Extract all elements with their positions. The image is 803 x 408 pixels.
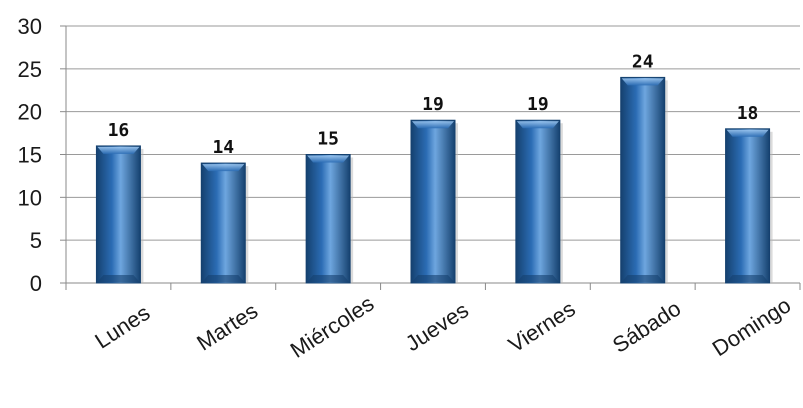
- data-label: 19: [527, 94, 549, 115]
- data-label: 15: [317, 129, 339, 150]
- bar-base: [726, 275, 769, 282]
- bar: [95, 145, 141, 284]
- bar: [305, 154, 351, 284]
- data-label: 14: [212, 137, 234, 158]
- y-tick-label: 10: [18, 185, 42, 210]
- bar-cap: [97, 146, 140, 154]
- y-tick-label: 25: [18, 57, 42, 82]
- bar-base: [516, 275, 559, 282]
- data-label: 18: [737, 103, 759, 124]
- x-tick-label: Domingo: [708, 292, 795, 361]
- bar-cap: [412, 121, 454, 129]
- bar: [200, 162, 246, 284]
- bars: [95, 76, 773, 284]
- x-axis: Lunes Martes Miércoles Jueves Viernes Sábado D…: [65, 282, 801, 363]
- bar-cap: [516, 121, 559, 129]
- bar-base: [97, 275, 140, 282]
- x-tick-label: Sábado: [608, 296, 685, 358]
- bar-base: [307, 275, 350, 282]
- bar-base: [412, 275, 454, 282]
- y-tick-label: 15: [18, 143, 42, 168]
- data-labels: 16 14 15 19 19 24 18: [108, 51, 759, 158]
- bar-base: [202, 275, 245, 282]
- x-tick-label: Jueves: [401, 297, 473, 356]
- y-tick-label: 30: [18, 14, 42, 39]
- y-tick-label: 0: [30, 271, 42, 296]
- data-label: 24: [632, 51, 654, 72]
- x-tick-label: Viernes: [504, 296, 580, 357]
- bar: [620, 76, 666, 284]
- y-tick-label: 20: [18, 100, 42, 125]
- bar-base: [621, 275, 664, 282]
- bar: [725, 128, 771, 284]
- y-axis: 0 5 10 15 20 25 30: [18, 14, 67, 296]
- data-label: 19: [422, 94, 444, 115]
- data-label: 16: [108, 120, 130, 141]
- x-tick-label: Lunes: [90, 300, 154, 354]
- bar-cap: [307, 155, 350, 163]
- y-tick-label: 5: [30, 228, 42, 253]
- bar-cap: [621, 78, 664, 86]
- bar: [410, 119, 456, 284]
- x-tick-label: Miércoles: [286, 291, 379, 363]
- bar-cap: [202, 164, 245, 172]
- bar: [515, 119, 561, 284]
- bar-cap: [726, 129, 769, 137]
- x-tick-label: Martes: [192, 298, 262, 356]
